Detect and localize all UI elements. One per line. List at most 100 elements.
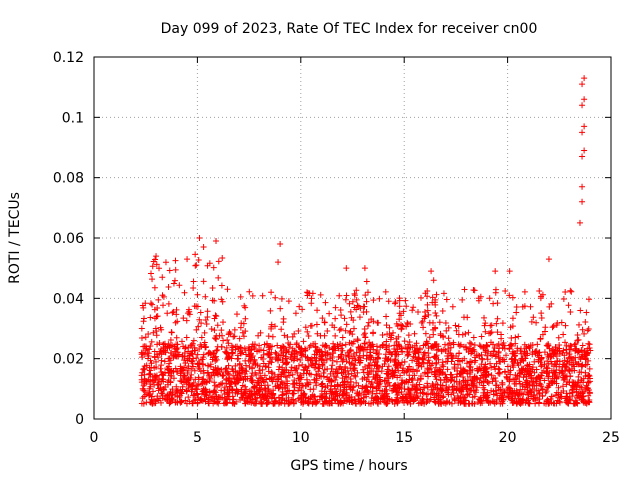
roti-point [558,389,565,396]
roti-point [356,354,363,361]
roti-point [453,327,460,334]
roti-point [556,341,563,348]
roti-point [531,386,538,393]
roti-point [571,341,578,348]
roti-point [219,332,226,339]
roti-point [332,332,339,339]
roti-point [335,400,342,407]
roti-point [342,341,349,348]
x-tick-label: 0 [90,430,99,446]
roti-point [273,351,280,358]
roti-point [494,342,501,349]
roti-point [291,384,298,391]
roti-point [300,370,307,377]
roti-point [585,340,592,347]
roti-point [393,351,400,358]
roti-point [263,376,270,383]
roti-point [170,351,177,358]
roti-point [184,367,191,374]
roti-point [159,392,166,399]
roti-point [305,289,312,296]
roti-point [452,322,459,329]
roti-point [505,369,512,376]
roti-point [183,388,190,395]
roti-point [147,383,154,390]
roti-point [344,379,351,386]
roti-point [278,344,285,351]
roti-point [293,379,300,386]
roti-point [198,343,205,350]
roti-point [567,308,574,315]
roti-point [190,278,197,285]
roti-point [382,355,389,362]
roti-point [484,397,491,404]
roti-point [455,399,462,406]
roti-point [574,337,581,344]
roti-point [316,372,323,379]
roti-point [477,343,484,350]
roti-point [510,376,517,383]
roti-point [432,310,439,317]
roti-point [186,352,193,359]
roti-point [437,332,444,339]
roti-point [140,382,147,389]
roti-point [341,315,348,322]
roti-point [211,398,218,405]
roti-point [455,386,462,393]
roti-point [574,331,581,338]
roti-point [420,324,427,331]
roti-point [241,389,248,396]
roti-point [355,392,362,399]
roti-point [423,338,430,345]
roti-point [268,391,275,398]
roti-point [147,343,154,350]
roti-point [517,359,524,366]
roti-point [181,289,188,296]
roti-point [388,397,395,404]
roti-point [356,344,363,351]
roti-point [485,398,492,405]
roti-point [464,382,471,389]
roti-point [223,350,230,357]
roti-point [435,390,442,397]
roti-point [399,345,406,352]
roti-point [374,319,381,326]
roti-point [288,364,295,371]
roti-point [461,286,468,293]
roti-point [516,399,523,406]
roti-point [580,399,587,406]
roti-point [172,319,179,326]
roti-point [558,370,565,377]
roti-point [363,298,370,305]
roti-point [482,320,489,327]
roti-point [546,303,553,310]
roti-point [553,374,560,381]
roti-point [404,319,411,326]
roti-point [193,262,200,269]
roti-point [160,348,167,355]
roti-point [432,370,439,377]
roti-point [271,394,278,401]
roti-point [254,379,261,386]
roti-point [470,334,477,341]
roti-point [313,348,320,355]
roti-point [365,319,372,326]
roti-point [379,394,386,401]
roti-point [259,292,266,299]
roti-point [450,341,457,348]
roti-point [242,383,249,390]
roti-point [315,364,322,371]
roti-point [394,391,401,398]
roti-point [302,363,309,370]
roti-point [582,318,589,325]
roti-point [374,368,381,375]
roti-point [476,352,483,359]
roti-point [579,198,586,205]
roti-point [324,327,331,334]
roti-point [579,183,586,190]
roti-point [560,296,567,303]
roti-point [308,371,315,378]
roti-point [586,378,593,385]
roti-point [433,359,440,366]
roti-point [562,322,569,329]
